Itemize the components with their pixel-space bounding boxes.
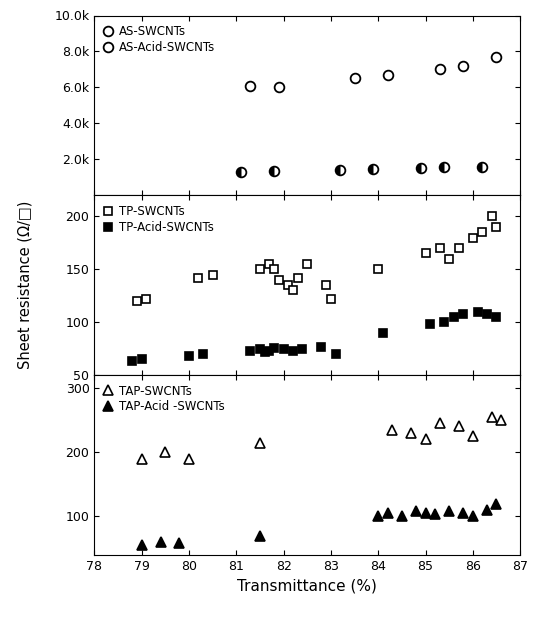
Legend: TAP-SWCNTs, TAP-Acid -SWCNTs: TAP-SWCNTs, TAP-Acid -SWCNTs xyxy=(100,381,229,417)
Legend: AS-SWCNTs, AS-Acid-SWCNTs: AS-SWCNTs, AS-Acid-SWCNTs xyxy=(100,22,219,58)
Text: Sheet resistance (Ω/□): Sheet resistance (Ω/□) xyxy=(17,201,32,370)
X-axis label: Transmittance (%): Transmittance (%) xyxy=(237,578,377,593)
Legend: TP-SWCNTs, TP-Acid-SWCNTs: TP-SWCNTs, TP-Acid-SWCNTs xyxy=(100,202,218,237)
